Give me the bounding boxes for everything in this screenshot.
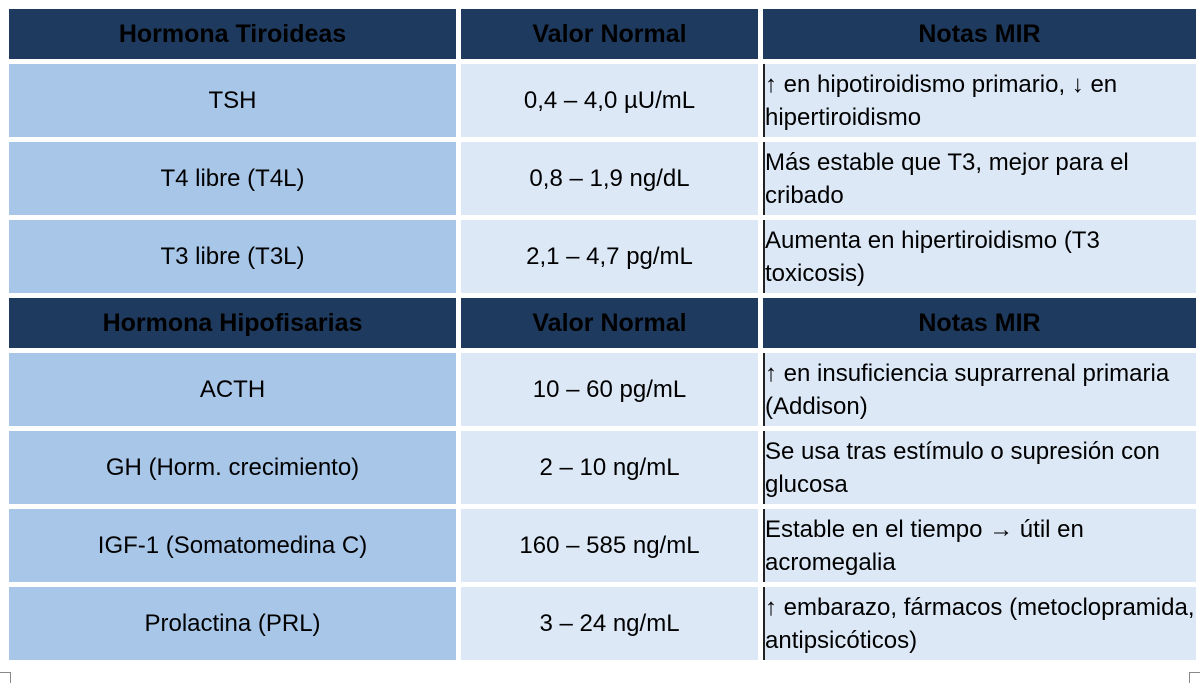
table-row: ACTH 10 – 60 pg/mL ↑ en insuficiencia su… [9,353,1196,426]
section-header-pituitary: Hormona Hipofisarias Valor Normal Notas … [9,298,1196,348]
page-corner-mark [1189,672,1200,683]
hormone-name[interactable]: GH (Horm. crecimiento) [9,431,456,504]
hormone-name[interactable]: T3 libre (T3L) [9,220,456,293]
hormone-name[interactable]: TSH [9,64,456,137]
header-normal-value[interactable]: Valor Normal [461,9,758,59]
table-row: TSH 0,4 – 4,0 µU/mL ↑ en hipotiroidismo … [9,64,1196,137]
normal-value[interactable]: 0,4 – 4,0 µU/mL [461,64,758,137]
header-hormone[interactable]: Hormona Tiroideas [9,9,456,59]
hormone-name[interactable]: ACTH [9,353,456,426]
normal-value[interactable]: 0,8 – 1,9 ng/dL [461,142,758,215]
header-notes[interactable]: Notas MIR [763,298,1196,348]
table-row: T3 libre (T3L) 2,1 – 4,7 pg/mL Aumenta e… [9,220,1196,293]
normal-value[interactable]: 2 – 10 ng/mL [461,431,758,504]
table-row: IGF-1 (Somatomedina C) 160 – 585 ng/mL E… [9,509,1196,582]
normal-value[interactable]: 3 – 24 ng/mL [461,587,758,660]
hormone-name[interactable]: IGF-1 (Somatomedina C) [9,509,456,582]
mir-note[interactable]: ↑ en hipotiroidismo primario, ↓ en hiper… [763,64,1196,137]
table-row: GH (Horm. crecimiento) 2 – 10 ng/mL Se u… [9,431,1196,504]
mir-note[interactable]: Estable en el tiempo → útil en acromegal… [763,509,1196,582]
section-header-thyroid: Hormona Tiroideas Valor Normal Notas MIR [9,9,1196,59]
normal-value[interactable]: 10 – 60 pg/mL [461,353,758,426]
mir-note[interactable]: Se usa tras estímulo o supresión con glu… [763,431,1196,504]
normal-value[interactable]: 2,1 – 4,7 pg/mL [461,220,758,293]
hormone-name[interactable]: T4 libre (T4L) [9,142,456,215]
header-hormone[interactable]: Hormona Hipofisarias [9,298,456,348]
mir-note[interactable]: Más estable que T3, mejor para el cribad… [763,142,1196,215]
mir-note[interactable]: ↑ en insuficiencia suprarrenal primaria … [763,353,1196,426]
hormone-name[interactable]: Prolactina (PRL) [9,587,456,660]
table-row: T4 libre (T4L) 0,8 – 1,9 ng/dL Más estab… [9,142,1196,215]
table-row: Prolactina (PRL) 3 – 24 ng/mL ↑ embarazo… [9,587,1196,660]
header-normal-value[interactable]: Valor Normal [461,298,758,348]
normal-value[interactable]: 160 – 585 ng/mL [461,509,758,582]
header-notes[interactable]: Notas MIR [763,9,1196,59]
hormone-reference-table: Hormona Tiroideas Valor Normal Notas MIR… [4,4,1200,665]
mir-note[interactable]: ↑ embarazo, fármacos (metoclopramida, an… [763,587,1196,660]
page-corner-mark [0,672,11,683]
mir-note[interactable]: Aumenta en hipertiroidismo (T3 toxicosis… [763,220,1196,293]
